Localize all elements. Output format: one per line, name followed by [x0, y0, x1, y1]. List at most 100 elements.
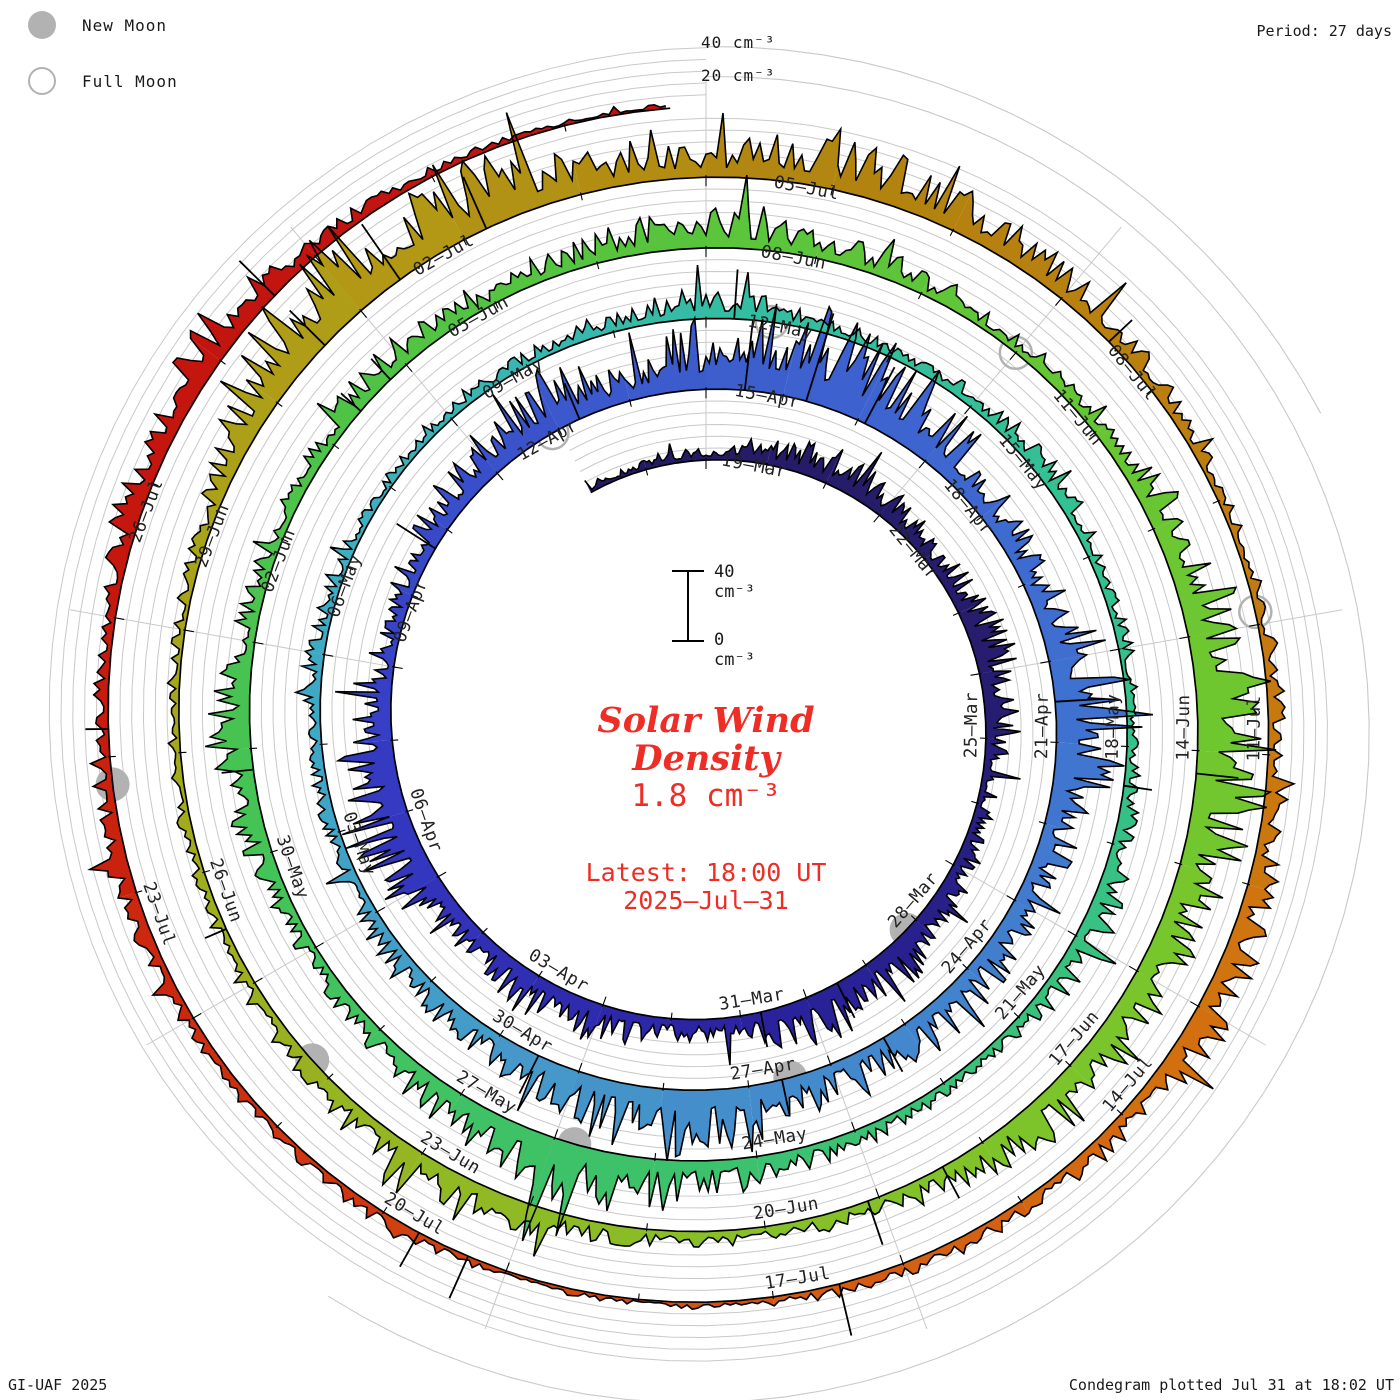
- day-tick: [886, 354, 891, 363]
- day-tick: [495, 471, 504, 481]
- day-tick: [445, 527, 453, 534]
- day-tick: [628, 398, 632, 407]
- scale-bar-top-label: 40 cm⁻³: [714, 562, 755, 602]
- day-tick: [1212, 499, 1221, 504]
- density-day-segment: [273, 439, 335, 540]
- density-day-segment: [979, 671, 1021, 739]
- density-day-segment: [649, 1156, 760, 1211]
- density-day-segment: [190, 243, 316, 361]
- density-day-segment: [921, 277, 1023, 353]
- day-tick: [410, 594, 419, 599]
- day-tick: [252, 977, 263, 985]
- density-day-segment: [706, 439, 772, 465]
- density-day-segment: [952, 191, 1073, 299]
- density-day-segment: [982, 1065, 1095, 1168]
- day-tick: [1249, 623, 1261, 627]
- grid-radial-spoke: [69, 609, 398, 669]
- density-day-segment: [304, 167, 433, 257]
- day-tick: [322, 653, 334, 657]
- day-tick: [1082, 555, 1091, 560]
- day-tick: [481, 927, 488, 935]
- density-outline: [87, 103, 1297, 1311]
- latest-date-label: 2025–Jul–31: [623, 886, 789, 915]
- period-label: Period: 27 days: [1256, 22, 1392, 40]
- day-tick: [553, 1129, 559, 1141]
- day-tick: [430, 174, 436, 183]
- grid-margin-line: [328, 75, 1370, 1400]
- density-day-segment: [958, 604, 1017, 674]
- density-day-segment: [783, 306, 897, 420]
- density-day-segment: [595, 1005, 672, 1045]
- legend-new-moon: New Moon: [28, 8, 178, 42]
- density-day-segment: [201, 379, 278, 512]
- density-day-segment: [740, 997, 817, 1048]
- day-tick: [971, 800, 980, 805]
- density-day-segment: [309, 947, 381, 1044]
- day-tick: [359, 308, 368, 318]
- day-tick: [1009, 350, 1018, 361]
- new-moon-icon: [28, 11, 56, 39]
- outer-scale-label-20: 20 cm⁻³: [701, 66, 776, 85]
- day-tick: [252, 641, 264, 645]
- density-day-segment: [1137, 864, 1223, 979]
- plotted-timestamp-label: Condegram plotted Jul 31 at 18:02 UT: [1068, 1376, 1394, 1394]
- density-spike: [448, 1255, 469, 1299]
- date-label: 25–Mar: [961, 692, 982, 758]
- density-day-segment: [670, 1016, 742, 1066]
- density-day-segment: [1198, 884, 1274, 1023]
- moon-phase-legend: New Moon Full Moon: [28, 8, 178, 120]
- day-tick: [405, 809, 414, 813]
- date-label: 11–Jul: [1244, 695, 1265, 761]
- day-tick: [1174, 861, 1183, 866]
- day-tick: [814, 256, 817, 265]
- density-day-segment: [317, 350, 407, 446]
- density-day-segment: [1075, 843, 1129, 941]
- density-day-segment: [382, 412, 452, 488]
- day-tick: [494, 300, 499, 309]
- day-tick: [654, 1153, 657, 1162]
- day-tick: [939, 1077, 946, 1086]
- grid-spiral-line: [60, 58, 1317, 1350]
- day-tick: [612, 329, 616, 339]
- day-tick: [763, 1220, 766, 1229]
- density-day-segment: [1153, 518, 1237, 637]
- day-tick: [1017, 1195, 1023, 1204]
- day-tick: [215, 510, 224, 515]
- density-day-segment: [235, 537, 283, 643]
- day-tick: [645, 1223, 648, 1232]
- density-spike: [882, 1037, 904, 1073]
- day-tick: [191, 1013, 202, 1020]
- day-tick: [1106, 841, 1115, 845]
- credit-label: GI-UAF 2025: [8, 1376, 108, 1394]
- density-spike: [563, 382, 581, 420]
- day-tick: [755, 1150, 758, 1159]
- density-spike: [238, 260, 276, 297]
- density-day-segment: [241, 255, 361, 403]
- density-day-segment: [309, 744, 340, 836]
- density-day-segment: [1069, 970, 1162, 1089]
- day-tick: [1006, 895, 1017, 902]
- density-spike: [743, 319, 754, 391]
- day-tick: [596, 261, 600, 270]
- density-day-segment: [953, 803, 992, 870]
- day-tick: [826, 1055, 832, 1067]
- density-day-segment: [748, 1064, 838, 1140]
- day-tick: [563, 123, 567, 132]
- day-tick: [1109, 648, 1121, 652]
- density-day-segment: [1038, 461, 1096, 557]
- density-day-segment: [981, 495, 1045, 585]
- day-tick: [498, 1029, 504, 1037]
- density-spike: [221, 768, 254, 774]
- density-day-segment: [825, 449, 892, 516]
- density-day-segment: [396, 1153, 531, 1230]
- day-tick: [854, 417, 860, 426]
- day-tick: [670, 1012, 673, 1021]
- density-day-segment: [1094, 424, 1178, 529]
- density-day-segment: [1015, 345, 1107, 433]
- density-day-segment: [915, 864, 968, 938]
- density-day-segment: [335, 666, 394, 743]
- tick-layer: [107, 123, 1271, 1302]
- density-day-segment: [330, 481, 391, 568]
- density-outline-layer: [85, 103, 1297, 1336]
- day-tick: [218, 359, 226, 365]
